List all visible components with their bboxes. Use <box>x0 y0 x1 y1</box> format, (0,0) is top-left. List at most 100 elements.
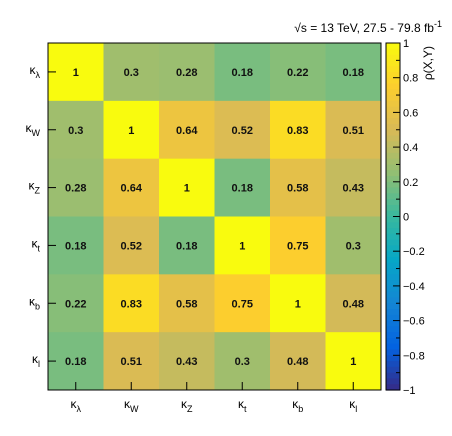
cell-value-label: 0.64 <box>176 125 198 137</box>
colorbar-segment <box>386 204 400 212</box>
heatmap-cell <box>159 274 215 333</box>
cell-value-label: 0.51 <box>343 125 364 137</box>
heatmap-cell <box>325 43 382 102</box>
heatmap-cell <box>270 43 326 102</box>
colorbar-segment <box>386 181 400 189</box>
cell-value-label: 0.22 <box>287 67 308 79</box>
colorbar-tick-label: 0.2 <box>403 177 418 189</box>
heatmap-cells <box>48 43 382 391</box>
x-axis: κλ κW κZ κt κb κl <box>71 382 357 414</box>
heatmap-cell <box>103 100 160 160</box>
colorbar-segment <box>386 251 400 258</box>
colorbar-segment <box>386 280 400 287</box>
heatmap-cell <box>48 158 104 217</box>
colorbar-segment <box>386 372 400 380</box>
colorbar-tick-label: −0.2 <box>403 246 425 258</box>
colorbar-segment <box>386 89 400 96</box>
heatmap-cell <box>48 274 104 333</box>
colorbar-segment <box>386 222 400 229</box>
x-tick-label: κl <box>349 397 357 414</box>
colorbar-segment <box>386 48 400 56</box>
cell-value-label: 0.43 <box>176 356 197 368</box>
y-tick-label: κZ <box>29 179 41 196</box>
colorbar-segment <box>386 199 400 206</box>
colorbar-segment <box>386 256 400 264</box>
colorbar-segment <box>386 135 400 142</box>
heatmap-cell <box>325 274 382 333</box>
cell-value-label: 1 <box>128 125 134 137</box>
heatmap-cell <box>270 158 326 217</box>
cell-value-label: 0.18 <box>232 183 253 195</box>
y-tick-label: κλ <box>30 63 41 80</box>
colorbar-segment <box>386 60 400 67</box>
colorbar-segment <box>386 106 400 113</box>
colorbar-segment <box>386 343 400 351</box>
colorbar-segment <box>386 187 400 194</box>
colorbar-segment <box>386 274 400 281</box>
cell-value-label: 1 <box>350 356 356 368</box>
colorbar-tick-label: 0 <box>403 212 409 224</box>
colorbar-segment <box>386 355 400 362</box>
colorbar-segment <box>386 228 400 235</box>
cell-value-label: 1 <box>239 240 245 252</box>
cell-value-label: 0.52 <box>232 125 253 137</box>
heatmap-cell <box>270 100 326 160</box>
cell-value-label: 0.83 <box>287 125 308 137</box>
heatmap-cell <box>48 332 104 391</box>
cell-value-label: 0.28 <box>176 67 197 79</box>
colorbar-segment <box>386 95 400 102</box>
cell-value-label: 0.48 <box>287 356 308 368</box>
heatmap-cell <box>325 100 382 160</box>
heatmap-cell <box>325 216 382 275</box>
plot-frame <box>47 42 382 391</box>
colorbar-tick-label: 0.8 <box>403 73 418 85</box>
colorbar-segment <box>386 285 400 293</box>
cell-value-label: 0.3 <box>124 67 139 79</box>
y-tick-label: κb <box>29 294 40 311</box>
colorbar-segment <box>386 268 400 275</box>
colorbar-tick-label: 0.4 <box>403 142 418 154</box>
colorbar-segment <box>386 54 400 61</box>
colorbar-segment <box>386 291 400 299</box>
heatmap-cell <box>214 158 271 217</box>
heatmap-cell <box>159 332 215 391</box>
colorbar-segment <box>386 129 400 137</box>
y-tick-label: κW <box>26 121 41 138</box>
heatmap-cell <box>270 274 326 333</box>
cell-value-label: 0.3 <box>68 125 83 137</box>
cell-value-label: 0.75 <box>232 298 253 310</box>
colorbar-segment <box>386 216 400 223</box>
heatmap-cell <box>103 158 160 217</box>
colorbar-segment <box>386 332 400 339</box>
colorbar-label: ρ(X,Y) <box>421 46 435 80</box>
colorbar-segment <box>386 366 400 374</box>
heatmap-cell <box>48 216 104 275</box>
cell-value-label: 0.18 <box>232 67 253 79</box>
colorbar-segment <box>386 123 400 131</box>
cell-value-label: 1 <box>184 183 190 195</box>
heatmap-cell <box>214 43 271 102</box>
colorbar-segment <box>386 193 400 200</box>
heatmap-cell <box>214 216 271 275</box>
colorbar-segment <box>386 71 400 79</box>
colorbar-segment <box>386 152 400 160</box>
colorbar-segment <box>386 112 400 119</box>
x-tick-label: κt <box>238 397 247 414</box>
colorbar-segment <box>386 158 400 166</box>
colorbar-segment <box>386 147 400 154</box>
heatmap-cell <box>48 43 104 102</box>
heatmap-cell <box>214 332 271 391</box>
cell-value-label: 0.51 <box>121 356 142 368</box>
cell-value-label: 0.64 <box>121 183 143 195</box>
x-tick-label: κZ <box>181 397 193 414</box>
heatmap-cell <box>325 158 382 217</box>
colorbar-tick-label: −0.6 <box>403 316 425 328</box>
colorbar-segment <box>386 297 400 304</box>
cell-value-label: 0.18 <box>65 240 86 252</box>
cell-value-label: 0.58 <box>176 298 197 310</box>
colorbar-axis: 1 0.8 0.6 0.4 0.2 0 −0.2 −0.4 −0.6 −0.8 −1 <box>393 38 425 397</box>
heatmap-cell <box>48 100 104 160</box>
colorbar-segment <box>386 326 400 333</box>
heatmap-cell <box>159 100 215 160</box>
